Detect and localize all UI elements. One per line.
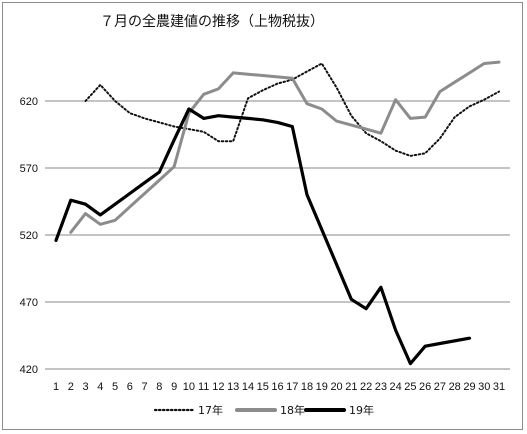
y-tick-label: 420 — [20, 364, 38, 376]
y-tick-label: 520 — [20, 230, 38, 242]
y-tick-label: 620 — [20, 96, 38, 108]
legend-label-3: 19年 — [349, 403, 374, 417]
series-line-2 — [69, 60, 501, 234]
x-tick-label: 24 — [390, 381, 402, 393]
chart-title: ７月の全農建値の推移（上物税抜） — [100, 13, 324, 30]
x-tick-label: 6 — [127, 381, 133, 393]
x-tick-label: 31 — [493, 381, 505, 393]
series-lines — [54, 60, 501, 366]
x-tick-label: 12 — [212, 381, 224, 393]
x-axis-ticks: 1 2 3 4 5 6 7 8 9 10 11 12 13 14 15 16 17 18 19 20 21 22 23 24 2… — [53, 381, 505, 393]
x-tick-label: 27 — [434, 381, 446, 393]
x-tick-label: 28 — [449, 381, 461, 393]
x-tick-label: 30 — [478, 381, 490, 393]
y-tick-label: 470 — [20, 297, 38, 309]
legend: 17年 18年 19年 — [153, 403, 374, 417]
legend-label-1: 17年 — [198, 403, 223, 417]
x-tick-label: 16 — [271, 381, 283, 393]
x-tick-label: 19 — [316, 381, 328, 393]
x-tick-label: 8 — [156, 381, 162, 393]
x-tick-label: 5 — [112, 381, 118, 393]
x-tick-label: 29 — [463, 381, 475, 393]
x-tick-label: 11 — [198, 381, 209, 393]
x-tick-label: 7 — [142, 381, 148, 393]
gridlines — [45, 100, 510, 370]
x-tick-label: 18 — [301, 381, 313, 393]
x-tick-label: 23 — [375, 381, 387, 393]
y-axis-ticks: 420 470 520 570 620 — [20, 96, 38, 376]
x-tick-label: 22 — [360, 381, 372, 393]
x-tick-label: 13 — [227, 381, 239, 393]
x-tick-label: 3 — [82, 381, 88, 393]
x-tick-label: 26 — [419, 381, 431, 393]
x-tick-label: 9 — [171, 381, 177, 393]
x-tick-label: 10 — [183, 381, 195, 393]
x-tick-label: 2 — [68, 381, 74, 393]
x-tick-label: 1 — [53, 381, 59, 393]
legend-label-2: 18年 — [280, 403, 305, 417]
x-tick-label: 25 — [404, 381, 416, 393]
y-tick-label: 570 — [20, 163, 38, 175]
x-tick-label: 20 — [330, 381, 342, 393]
x-tick-label: 4 — [97, 381, 103, 393]
x-tick-label: 17 — [286, 381, 298, 393]
series-line-3 — [54, 107, 472, 366]
x-tick-label: 21 — [345, 381, 357, 393]
x-tick-label: 14 — [242, 381, 254, 393]
x-tick-label: 15 — [257, 381, 269, 393]
